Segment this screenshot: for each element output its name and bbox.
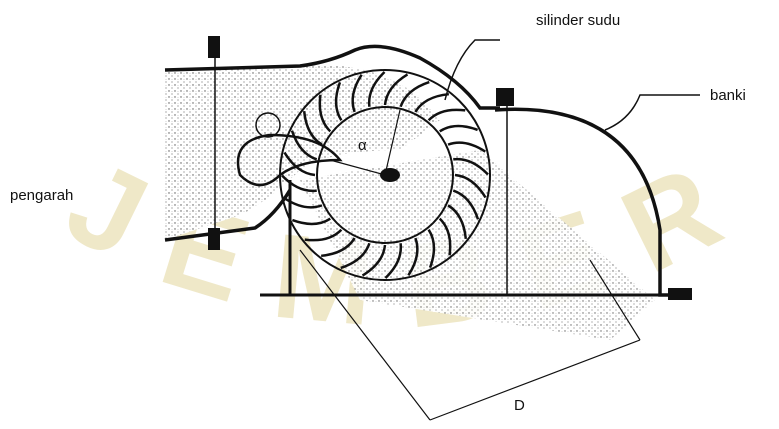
flange [496, 88, 514, 106]
flange [208, 36, 220, 58]
leader-silinder [445, 40, 500, 100]
flange [668, 288, 692, 300]
label-pengarah: pengarah [10, 187, 73, 204]
shaft [380, 168, 400, 182]
label-silinder-sudu: silinder sudu [536, 12, 620, 29]
label-banki: banki [710, 87, 746, 104]
flange [208, 228, 220, 250]
turbine-diagram: JEMBER silinder sudu banki pengarah α D [0, 0, 779, 429]
label-diameter: D [514, 397, 525, 414]
label-alpha: α [358, 137, 367, 154]
blade [440, 126, 478, 131]
page: JEMBER silinder sudu banki pengarah α D … [0, 0, 779, 429]
leader-banki [605, 95, 700, 130]
